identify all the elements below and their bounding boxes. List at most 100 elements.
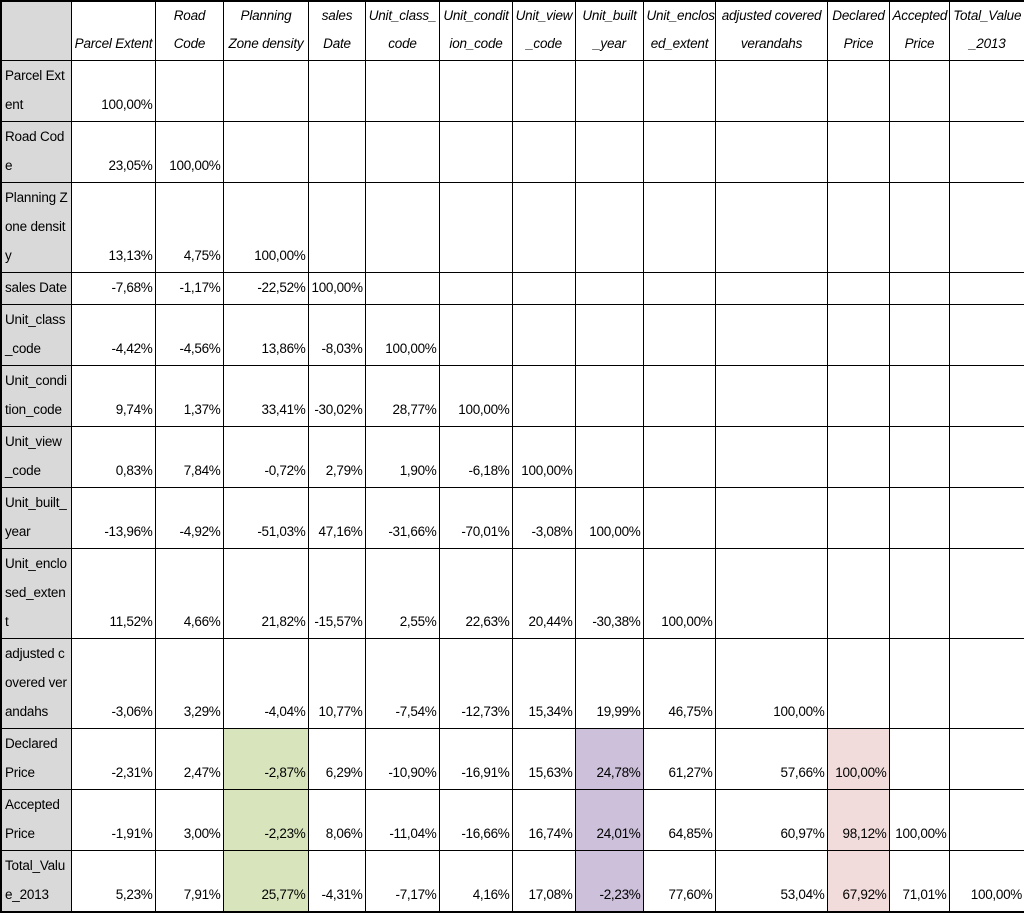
correlation-cell: 100,00%	[642, 548, 716, 639]
correlation-cell: 5,23%	[70, 850, 156, 913]
empty-cell	[888, 728, 950, 790]
row-header: adjusted covered verandahs	[0, 638, 72, 729]
empty-cell	[438, 60, 513, 122]
empty-cell	[826, 272, 890, 305]
empty-cell	[948, 272, 1024, 305]
empty-cell	[948, 121, 1024, 183]
correlation-cell: 100,00%	[948, 850, 1024, 913]
empty-cell	[642, 60, 716, 122]
empty-cell	[888, 60, 950, 122]
empty-cell	[948, 487, 1024, 549]
correlation-cell: -31,66%	[364, 487, 440, 549]
empty-cell	[364, 121, 440, 183]
empty-cell	[714, 272, 828, 305]
empty-cell	[642, 487, 716, 549]
empty-cell	[948, 365, 1024, 427]
correlation-cell: -4,92%	[154, 487, 224, 549]
correlation-cell: 100,00%	[70, 60, 156, 122]
correlation-cell: -1,17%	[154, 272, 224, 305]
highlighted-correlation-cell: -2,23%	[574, 850, 644, 913]
column-header: Declared Price	[826, 0, 890, 61]
correlation-cell: -11,04%	[364, 789, 440, 851]
empty-cell	[826, 304, 890, 366]
correlation-cell: 8,06%	[307, 789, 366, 851]
empty-cell	[511, 304, 576, 366]
correlation-cell: 20,44%	[511, 548, 576, 639]
correlation-cell: 71,01%	[888, 850, 950, 913]
empty-cell	[642, 365, 716, 427]
correlation-cell: 2,47%	[154, 728, 224, 790]
correlation-cell: -2,31%	[70, 728, 156, 790]
row-header: Accepted Price	[0, 789, 72, 851]
empty-cell	[222, 121, 309, 183]
highlighted-correlation-cell: 24,78%	[574, 728, 644, 790]
empty-cell	[888, 365, 950, 427]
empty-cell	[364, 182, 440, 273]
empty-cell	[714, 487, 828, 549]
row-header: Unit_class _code	[0, 304, 72, 366]
empty-cell	[574, 304, 644, 366]
highlighted-correlation-cell: 67,92%	[826, 850, 890, 913]
highlighted-correlation-cell: 24,01%	[574, 789, 644, 851]
empty-cell	[826, 548, 890, 639]
column-header: Planning Zone density	[222, 0, 309, 61]
correlation-cell: 100,00%	[364, 304, 440, 366]
correlation-cell: 77,60%	[642, 850, 716, 913]
empty-cell	[511, 182, 576, 273]
empty-cell	[438, 182, 513, 273]
empty-cell	[948, 60, 1024, 122]
empty-cell	[888, 548, 950, 639]
correlation-cell: 15,63%	[511, 728, 576, 790]
table-row: Unit_enclo sed_extent 11,52% 4,66% 21,82% -1…	[0, 548, 1024, 639]
correlation-cell: 7,84%	[154, 426, 224, 488]
empty-cell	[574, 60, 644, 122]
row-header: Unit_view _code	[0, 426, 72, 488]
row-header: Declared Price	[0, 728, 72, 790]
empty-cell	[307, 60, 366, 122]
correlation-cell: 28,77%	[364, 365, 440, 427]
correlation-cell: 3,29%	[154, 638, 224, 729]
column-header: Unit_built _year	[574, 0, 644, 61]
empty-cell	[714, 426, 828, 488]
table-row: Planning Zone density 13,13% 4,75% 100,00%	[0, 182, 1024, 273]
correlation-cell: 57,66%	[714, 728, 828, 790]
column-header: Total_Value _2013	[948, 0, 1024, 61]
column-header: Unit_view _code	[511, 0, 576, 61]
correlation-cell: -10,90%	[364, 728, 440, 790]
correlation-cell: -70,01%	[438, 487, 513, 549]
empty-cell	[307, 121, 366, 183]
correlation-cell: 4,75%	[154, 182, 224, 273]
empty-cell	[574, 182, 644, 273]
empty-cell	[714, 182, 828, 273]
empty-cell	[574, 272, 644, 305]
empty-cell	[826, 121, 890, 183]
empty-cell	[642, 121, 716, 183]
correlation-cell: -1,91%	[70, 789, 156, 851]
table-row: Unit_built_ year -13,96% -4,92% -51,03% 47,1…	[0, 487, 1024, 549]
correlation-cell: -12,73%	[438, 638, 513, 729]
correlation-cell: 13,13%	[70, 182, 156, 273]
correlation-cell: 23,05%	[70, 121, 156, 183]
correlation-cell: 13,86%	[222, 304, 309, 366]
empty-cell	[364, 272, 440, 305]
header-row: Parcel Extent Road Code Planning Zone de…	[0, 0, 1024, 61]
correlation-cell: 22,63%	[438, 548, 513, 639]
empty-cell	[888, 182, 950, 273]
row-header: Unit_enclo sed_extent	[0, 548, 72, 639]
correlation-cell: -8,03%	[307, 304, 366, 366]
correlation-cell: -7,17%	[364, 850, 440, 913]
column-header: Unit_condit ion_code	[438, 0, 513, 61]
correlation-cell: -16,91%	[438, 728, 513, 790]
correlation-cell: 33,41%	[222, 365, 309, 427]
empty-cell	[307, 182, 366, 273]
row-header: sales Date	[0, 272, 72, 305]
correlation-cell: -4,56%	[154, 304, 224, 366]
empty-cell	[948, 426, 1024, 488]
empty-cell	[642, 272, 716, 305]
empty-cell	[826, 365, 890, 427]
correlation-cell: -6,18%	[438, 426, 513, 488]
empty-cell	[642, 426, 716, 488]
row-header: Unit_built_ year	[0, 487, 72, 549]
table-row: Unit_view _code 0,83% 7,84% -0,72% 2,79% 1,90…	[0, 426, 1024, 488]
